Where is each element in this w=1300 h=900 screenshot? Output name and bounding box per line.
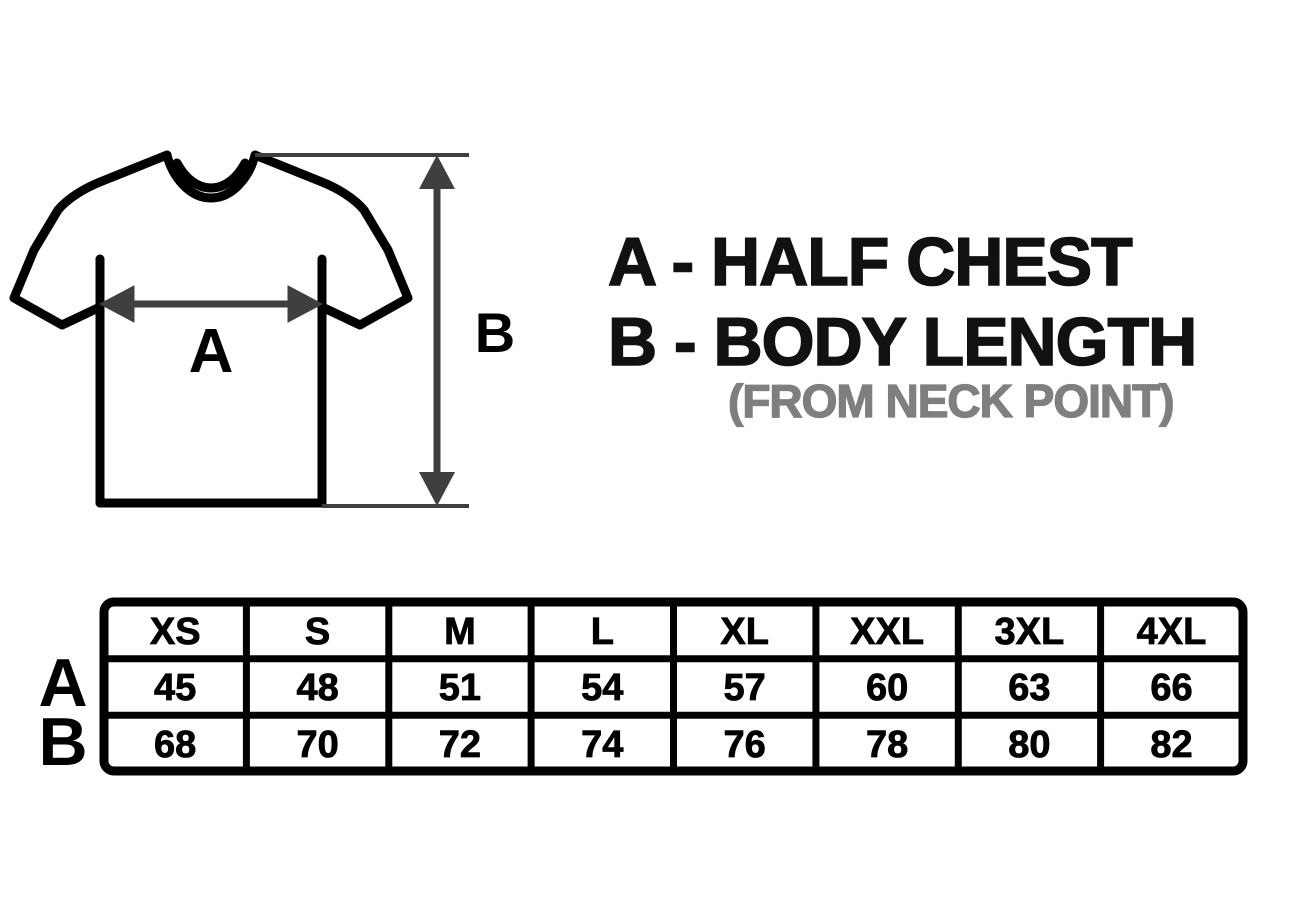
svg-text:XS: XS [150, 611, 201, 653]
svg-text:XL: XL [720, 611, 769, 653]
svg-text:57: 57 [724, 667, 766, 709]
svg-text:3XL: 3XL [995, 611, 1065, 653]
svg-text:60: 60 [866, 667, 908, 709]
svg-text:4XL: 4XL [1137, 611, 1207, 653]
svg-text:M: M [444, 611, 476, 653]
svg-text:45: 45 [154, 667, 196, 709]
svg-text:54: 54 [581, 667, 623, 709]
svg-text:51: 51 [439, 667, 481, 709]
svg-text:70: 70 [296, 724, 338, 766]
svg-text:78: 78 [866, 724, 908, 766]
svg-text:XXL: XXL [850, 611, 924, 653]
svg-text:63: 63 [1008, 667, 1050, 709]
svg-text:S: S [305, 611, 330, 653]
svg-text:72: 72 [439, 724, 481, 766]
svg-text:80: 80 [1008, 724, 1050, 766]
svg-text:76: 76 [724, 724, 766, 766]
svg-text:48: 48 [296, 667, 338, 709]
svg-text:74: 74 [581, 724, 623, 766]
svg-text:82: 82 [1150, 724, 1192, 766]
svg-text:L: L [591, 611, 614, 653]
svg-text:68: 68 [154, 724, 196, 766]
svg-text:66: 66 [1150, 667, 1192, 709]
svg-text:B: B [38, 704, 87, 780]
